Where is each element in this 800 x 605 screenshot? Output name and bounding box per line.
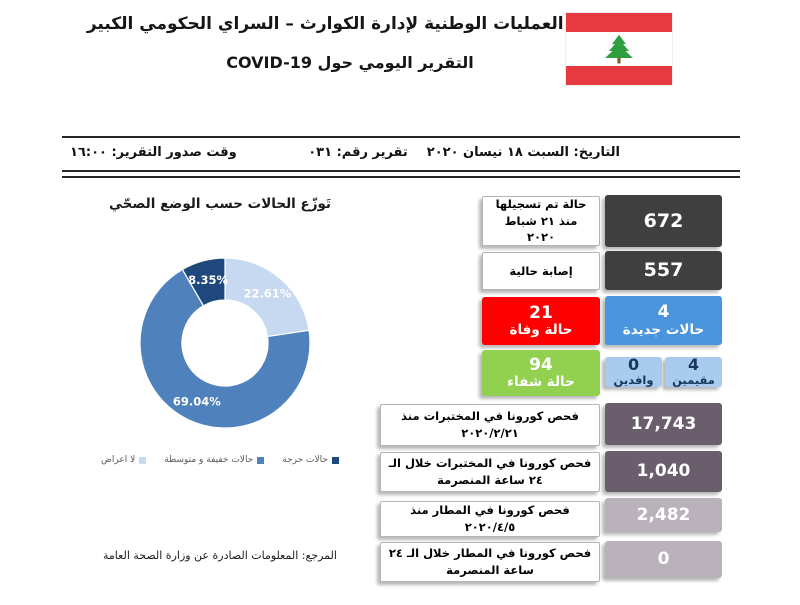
legend-swatch-icon <box>331 456 339 464</box>
stat-airport-tests-24h: 0 <box>605 541 722 578</box>
legend-label: لا اعراض <box>101 455 136 465</box>
flag-white-stripe <box>566 32 672 66</box>
info-bar-divider <box>62 176 740 178</box>
report-number: تقرير رقم: ٠٣١ <box>308 145 408 160</box>
label-airport-tests-since: فحص كورونا في المطار منذ ٢٠٢٠/٤/٥ <box>380 501 600 537</box>
cedar-icon <box>605 34 633 63</box>
stat-registered-total: 672 <box>605 195 722 247</box>
donut-slice <box>139 268 311 429</box>
stat-lab-tests-since-value: 17,743 <box>630 413 697 434</box>
stat-residents-arrivals: 4 مقيمين 0 وافدين <box>605 349 722 395</box>
stat-current-cases-value: 557 <box>643 259 684 282</box>
stat-recovered-value: 94 <box>529 354 553 375</box>
stat-current-cases: 557 <box>605 251 722 290</box>
chart-legend: حالات حرجة حالات خفيفة و متوسطة لا اعراض <box>70 455 370 465</box>
legend-label: حالات حرجة <box>282 455 328 465</box>
stat-residents-value: 4 <box>687 354 700 374</box>
stat-deaths: 21 حالة وفاة <box>482 297 600 345</box>
stat-new-cases-label: حالات جديدة <box>622 321 705 338</box>
stat-deaths-value: 21 <box>529 302 553 323</box>
stat-lab-tests-24h-value: 1,040 <box>636 461 691 482</box>
stat-lab-tests-since: 17,743 <box>605 403 722 445</box>
stat-residents-label: مقيمين <box>672 372 715 387</box>
stat-recovered: 94 حالة شفاء <box>482 350 600 396</box>
stat-registered-total-value: 672 <box>643 209 684 232</box>
label-lab-tests-24h: فحص كورونا في المختبرات خلال الـ ٢٤ ساعة… <box>380 452 600 492</box>
report-subtitle: التقرير اليومي حول COVID-19 <box>226 53 474 72</box>
label-lab-tests-since: فحص كورونا في المختبرات منذ ٢٠٢٠/٢/٢١ <box>380 404 600 446</box>
flag-red-stripe-top <box>566 13 672 32</box>
legend-item: حالات حرجة <box>282 455 339 465</box>
stat-arrivals-value: 0 <box>627 354 640 374</box>
info-bar: التاريخ: السبت ١٨ نيسان ٢٠٢٠ تقرير رقم: … <box>62 136 740 172</box>
chart-title: تَوزّع الحالات حسب الوضع الصحّي <box>108 196 331 212</box>
label-current-cases: إصابة حالية <box>482 252 600 290</box>
donut-slice <box>181 257 226 307</box>
stat-airport-tests-24h-value: 0 <box>657 549 670 570</box>
report-date: التاريخ: السبت ١٨ نيسان ٢٠٢٠ <box>426 145 620 160</box>
legend-swatch-icon <box>257 456 265 464</box>
legend-item: لا اعراض <box>101 455 147 465</box>
label-registered-total: حالة تم تسجيلها منذ ٢١ شباط ٢٠٢٠ <box>482 196 600 246</box>
stat-new-cases-value: 4 <box>657 302 670 323</box>
label-airport-tests-24h: فحص كورونا في المطار خلال الـ ٢٤ ساعة ال… <box>380 542 600 582</box>
reference-note: المرجع: المعلومات الصادرة عن وزارة الصحة… <box>103 549 337 562</box>
legend-item: حالات خفيفة و متوسطة <box>164 455 265 465</box>
flag-red-stripe-bottom <box>566 66 672 85</box>
stat-airport-tests-since-value: 2,482 <box>636 504 691 525</box>
lebanon-flag-icon <box>566 13 672 85</box>
stat-arrivals: 0 وافدين <box>605 354 662 388</box>
donut-slice-label: 22.61% <box>243 287 291 301</box>
stat-residents: 4 مقيمين <box>665 354 722 388</box>
stat-deaths-label: حالة وفاة <box>509 322 573 339</box>
donut-slice-label: 8.35% <box>188 273 228 287</box>
report-title: غرفة العمليات الوطنية لإدارة الكوارث – ا… <box>86 14 614 34</box>
stat-arrivals-label: وافدين <box>613 372 654 387</box>
stat-recovered-label: حالة شفاء <box>507 374 575 391</box>
legend-swatch-icon <box>139 456 147 464</box>
donut-chart: 22.61% 69.04% 8.35% <box>139 257 311 429</box>
issue-time: وقت صدور التقرير: ١٦:٠٠ <box>70 145 237 160</box>
stat-new-cases: 4 حالات جديدة <box>605 296 722 345</box>
stat-lab-tests-24h: 1,040 <box>605 451 722 492</box>
donut-slice-label: 69.04% <box>173 395 221 409</box>
stat-airport-tests-since: 2,482 <box>605 498 722 532</box>
legend-label: حالات خفيفة و متوسطة <box>164 455 254 465</box>
